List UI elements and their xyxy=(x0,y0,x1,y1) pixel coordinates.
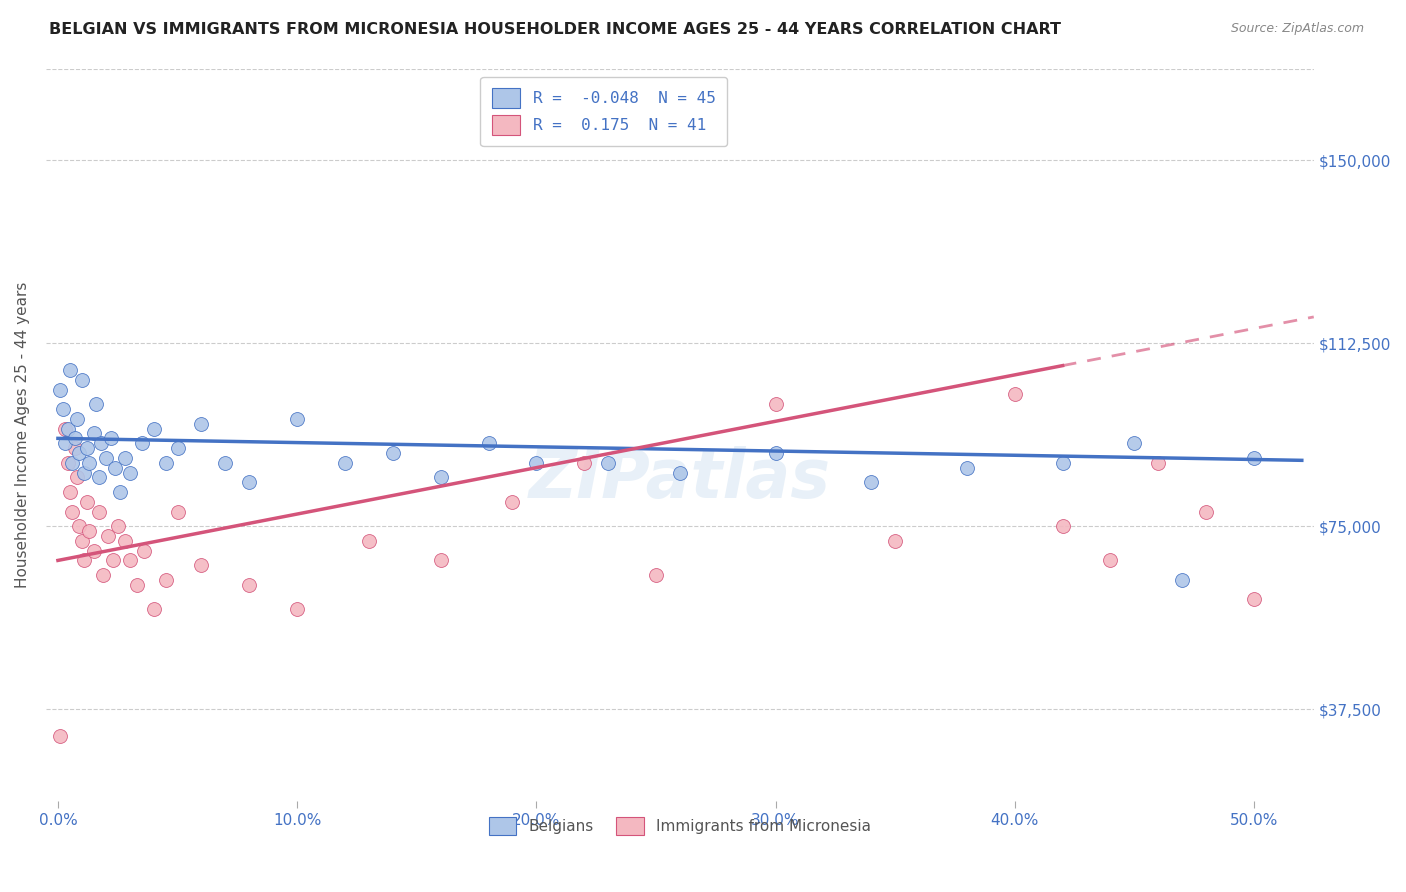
Point xyxy=(53,421,76,435)
Point xyxy=(1243,592,1265,607)
Point xyxy=(66,412,89,426)
Point xyxy=(59,363,82,377)
Point xyxy=(94,450,117,465)
Point xyxy=(190,417,212,431)
Point xyxy=(107,519,129,533)
Point xyxy=(60,456,83,470)
Point xyxy=(285,602,308,616)
Point xyxy=(131,436,153,450)
Point xyxy=(190,558,212,573)
Point xyxy=(77,456,100,470)
Point xyxy=(100,431,122,445)
Point xyxy=(97,529,120,543)
Point xyxy=(49,729,72,743)
Point xyxy=(1052,519,1074,533)
Point xyxy=(59,485,82,500)
Point xyxy=(69,446,91,460)
Point xyxy=(87,505,110,519)
Point xyxy=(76,495,98,509)
Point xyxy=(524,456,547,470)
Point xyxy=(429,470,451,484)
Point xyxy=(49,383,72,397)
Point xyxy=(765,446,787,460)
Point xyxy=(69,519,91,533)
Point xyxy=(1195,505,1218,519)
Point xyxy=(56,456,79,470)
Point xyxy=(645,568,668,582)
Point xyxy=(53,436,76,450)
Point xyxy=(1052,456,1074,470)
Text: Source: ZipAtlas.com: Source: ZipAtlas.com xyxy=(1230,22,1364,36)
Point xyxy=(381,446,404,460)
Point xyxy=(84,397,107,411)
Point xyxy=(63,441,86,455)
Point xyxy=(70,373,93,387)
Point xyxy=(501,495,523,509)
Point xyxy=(765,397,787,411)
Point xyxy=(285,412,308,426)
Point xyxy=(333,456,356,470)
Point xyxy=(63,431,86,445)
Point xyxy=(101,553,124,567)
Point xyxy=(1243,450,1265,465)
Point xyxy=(238,475,260,490)
Point xyxy=(429,553,451,567)
Text: ZIPatlas: ZIPatlas xyxy=(529,446,831,512)
Point xyxy=(669,466,692,480)
Point xyxy=(860,475,883,490)
Point xyxy=(956,460,979,475)
Legend: Belgians, Immigrants from Micronesia: Belgians, Immigrants from Micronesia xyxy=(479,807,880,845)
Point xyxy=(52,402,75,417)
Point xyxy=(132,543,155,558)
Point xyxy=(66,470,89,484)
Point xyxy=(1004,387,1026,401)
Point xyxy=(60,505,83,519)
Point xyxy=(155,573,177,587)
Point xyxy=(83,426,105,441)
Point xyxy=(83,543,105,558)
Point xyxy=(114,533,136,548)
Point xyxy=(142,421,165,435)
Point xyxy=(598,456,620,470)
Point xyxy=(108,485,131,500)
Point xyxy=(73,466,96,480)
Point xyxy=(1171,573,1194,587)
Point xyxy=(1099,553,1122,567)
Point xyxy=(357,533,380,548)
Point xyxy=(1147,456,1170,470)
Point xyxy=(93,568,115,582)
Point xyxy=(125,578,148,592)
Point xyxy=(884,533,907,548)
Point xyxy=(155,456,177,470)
Point xyxy=(166,441,188,455)
Point xyxy=(238,578,260,592)
Point xyxy=(104,460,127,475)
Point xyxy=(572,456,595,470)
Point xyxy=(166,505,188,519)
Point xyxy=(477,436,499,450)
Point xyxy=(77,524,100,538)
Point xyxy=(90,436,112,450)
Point xyxy=(214,456,236,470)
Point xyxy=(73,553,96,567)
Point xyxy=(70,533,93,548)
Point xyxy=(56,421,79,435)
Point xyxy=(142,602,165,616)
Point xyxy=(1123,436,1146,450)
Text: BELGIAN VS IMMIGRANTS FROM MICRONESIA HOUSEHOLDER INCOME AGES 25 - 44 YEARS CORR: BELGIAN VS IMMIGRANTS FROM MICRONESIA HO… xyxy=(49,22,1062,37)
Point xyxy=(114,450,136,465)
Point xyxy=(118,553,141,567)
Point xyxy=(87,470,110,484)
Point xyxy=(118,466,141,480)
Y-axis label: Householder Income Ages 25 - 44 years: Householder Income Ages 25 - 44 years xyxy=(15,282,30,588)
Point xyxy=(76,441,98,455)
